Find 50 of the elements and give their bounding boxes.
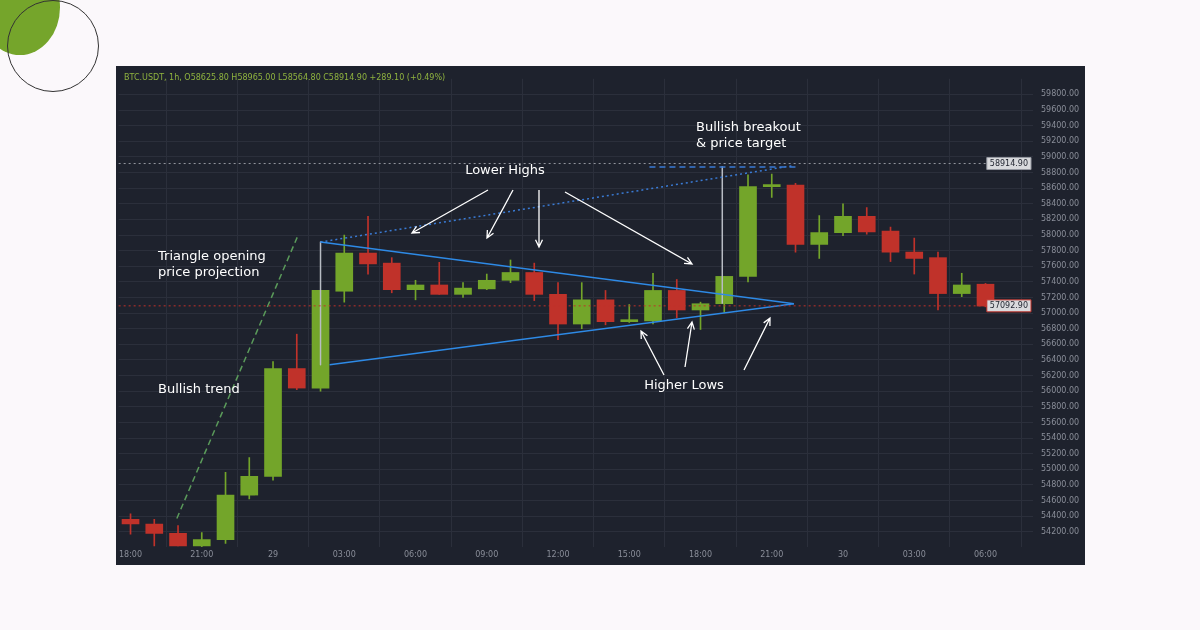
y-tick-label: 55400.00	[1041, 433, 1080, 443]
y-tick-label: 55200.00	[1041, 448, 1080, 458]
y-tick-label: 54400.00	[1041, 511, 1080, 521]
y-tick-label: 56800.00	[1041, 323, 1080, 333]
y-tick-label: 57600.00	[1041, 261, 1080, 271]
y-tick-label: 58600.00	[1041, 183, 1080, 193]
annotation: Lower Highs	[465, 162, 546, 178]
x-tick-label: 06:00	[973, 550, 998, 560]
x-tick-label: 09:00	[475, 550, 499, 560]
ref-line-label: 58914.90	[989, 158, 1028, 168]
y-tick-label: 59600.00	[1041, 105, 1080, 115]
y-tick-label: 59400.00	[1041, 120, 1080, 130]
y-tick-label: 55800.00	[1041, 401, 1080, 411]
y-tick-label: 58000.00	[1041, 230, 1080, 240]
y-tick-label: 55600.00	[1041, 417, 1080, 427]
x-tick-label: 21:00	[760, 550, 784, 560]
y-tick-label: 59800.00	[1041, 89, 1080, 99]
y-tick-label: 59200.00	[1041, 136, 1080, 146]
annotation: Triangle opening price projection	[157, 248, 266, 280]
x-tick-label: 06:00	[403, 550, 428, 560]
y-tick-label: 57000.00	[1041, 308, 1080, 318]
annotation: Bullish breakout & price target	[696, 119, 801, 151]
x-tick-label: 12:00	[546, 550, 570, 560]
annotation: BTC.USDT, 1h, O58625.80 H58965.00 L58564.80 C58914.90 +289.10 (+0.49%)	[124, 73, 446, 83]
y-tick-label: 58800.00	[1041, 167, 1080, 177]
x-tick-label: 18:00	[688, 550, 713, 560]
x-tick-label: 03:00	[902, 550, 926, 560]
y-tick-label: 57200.00	[1041, 292, 1080, 302]
annotation: Higher Lows	[644, 377, 725, 393]
y-tick-label: 56000.00	[1041, 386, 1080, 396]
x-tick-label: 18:00	[119, 550, 143, 560]
y-tick-label: 56200.00	[1041, 370, 1080, 380]
y-tick-label: 55000.00	[1041, 464, 1080, 474]
y-tick-label: 58400.00	[1041, 198, 1080, 208]
x-tick-label: 30	[837, 550, 849, 560]
x-tick-label: 29	[267, 550, 279, 560]
y-tick-label: 54600.00	[1041, 495, 1080, 505]
x-tick-label: 15:00	[617, 550, 641, 560]
y-tick-label: 58200.00	[1041, 214, 1080, 224]
y-tick-label: 54800.00	[1041, 480, 1080, 489]
y-tick-label: 57400.00	[1041, 276, 1080, 286]
y-tick-label: 54200.00	[1041, 526, 1080, 536]
y-tick-label: 56600.00	[1041, 339, 1080, 349]
annotation: Bullish trend	[158, 381, 240, 397]
ref-line-label: 57092.90	[989, 300, 1028, 310]
x-tick-label: 03:00	[332, 550, 356, 560]
y-tick-label: 57800.00	[1041, 245, 1080, 255]
x-tick-label: 21:00	[190, 550, 214, 560]
y-tick-label: 56400.00	[1041, 355, 1080, 365]
y-tick-label: 59000.00	[1041, 151, 1080, 161]
